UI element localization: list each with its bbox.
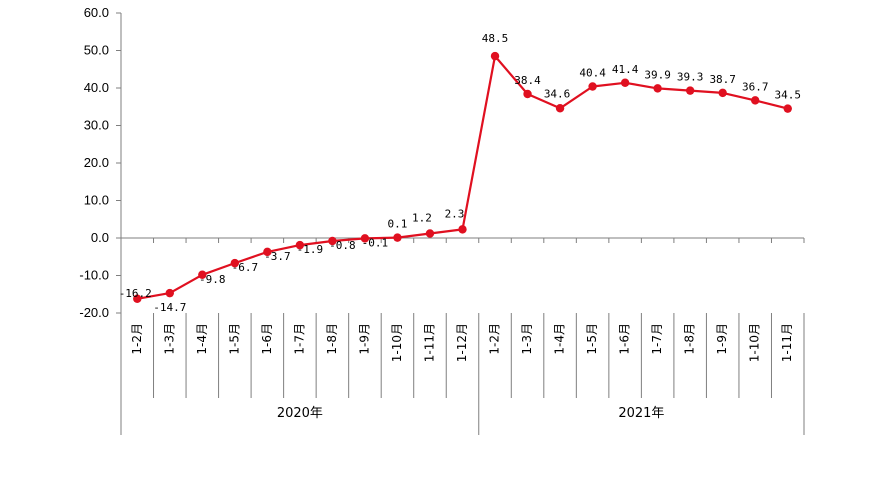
data-point	[458, 225, 467, 234]
x-category-label: 1-5月	[585, 323, 599, 355]
x-category-label: 1-10月	[748, 323, 762, 362]
x-category-label: 1-9月	[357, 323, 371, 355]
y-tick-label: 10.0	[84, 193, 109, 208]
x-category-label: 1-5月	[227, 323, 241, 355]
data-point	[165, 288, 174, 298]
data-label: -0.1	[362, 236, 389, 249]
data-point	[133, 294, 142, 303]
data-point	[360, 234, 370, 243]
data-label: 2.3	[445, 207, 465, 220]
data-label: 34.5	[774, 89, 801, 102]
x-category-labels: 1-2月 1-3月 1-4月 1-5月 1-6月 1-7月 1-8月 1-9月 1-10月 1-1…	[130, 323, 794, 362]
x-category-label: 1-8月	[683, 323, 697, 355]
x-group-label: 2020年	[277, 406, 323, 421]
data-label: 48.5	[482, 32, 509, 45]
x-category-label: 1-3月	[162, 323, 176, 355]
y-tick-label: 0.0	[91, 230, 109, 245]
data-series	[133, 51, 792, 303]
data-label: 40.4	[579, 67, 606, 80]
y-tick-label: -10.0	[79, 268, 109, 283]
data-labels: -16.2-14.7 -9.8 -6.7 -3.7 -1.9 -0.8 -0.1 0.1 1.2…	[119, 32, 801, 314]
data-label: -1.9	[297, 243, 324, 256]
x-category-label: 1-4月	[553, 323, 567, 355]
data-point	[230, 258, 240, 268]
data-point	[263, 247, 272, 257]
data-point	[718, 88, 727, 98]
data-label: 34.6	[544, 87, 571, 100]
x-category-label: 1-2月	[488, 323, 502, 355]
data-label: 38.7	[709, 73, 736, 86]
data-point	[328, 236, 337, 246]
data-point	[523, 89, 532, 99]
x-category-label: 1-11月	[422, 323, 436, 362]
x-group-labels: 2020年 2021年	[277, 406, 665, 421]
data-label: 41.4	[612, 63, 639, 76]
x-category-label: 1-12月	[455, 323, 469, 362]
x-category-label: 1-7月	[650, 323, 664, 355]
data-point	[588, 82, 597, 91]
y-tick-label: 60.0	[84, 5, 109, 20]
x-category-label: 1-7月	[292, 323, 306, 355]
y-tick-label: 30.0	[84, 118, 109, 133]
data-label: 38.4	[514, 74, 541, 87]
x-group-label: 2021年	[618, 406, 664, 421]
data-point	[751, 96, 760, 105]
data-label: 1.2	[412, 212, 432, 225]
x-category-label: 1-10月	[390, 323, 404, 362]
data-label: -0.8	[329, 239, 356, 252]
data-label: 39.9	[644, 68, 671, 81]
data-label: -14.7	[153, 301, 186, 314]
x-category-label: 1-4月	[195, 323, 209, 355]
data-point	[620, 78, 630, 87]
data-point	[783, 104, 792, 113]
data-label: 0.1	[388, 218, 408, 231]
data-label: -6.7	[232, 261, 259, 274]
data-point	[555, 104, 565, 113]
y-tick-label: 50.0	[84, 43, 109, 58]
x-category-label: 1-2月	[130, 323, 144, 355]
data-point	[198, 270, 207, 279]
data-point	[295, 240, 305, 250]
y-tick-label: 20.0	[84, 155, 109, 170]
data-label: 39.3	[677, 71, 704, 84]
data-label: -16.2	[119, 287, 152, 300]
data-point	[685, 86, 695, 95]
y-tick-label: -20.0	[79, 305, 109, 320]
x-category-label: 1-6月	[260, 323, 274, 355]
x-category-label: 1-8月	[325, 323, 339, 355]
data-label: -3.7	[264, 250, 291, 263]
x-category-label: 1-6月	[618, 323, 632, 355]
data-point	[653, 84, 662, 93]
chart-axes: 60.0 50.0 40.0 30.0 20.0 10.0 0.0 -10.0 -20.0	[79, 5, 805, 435]
data-point	[393, 233, 402, 242]
data-point	[490, 51, 500, 61]
x-category-label: 1-9月	[715, 323, 729, 355]
y-tick-label: 40.0	[84, 80, 109, 95]
data-label: -9.8	[199, 273, 226, 286]
x-category-label: 1-3月	[520, 323, 534, 355]
x-category-label: 1-11月	[780, 323, 794, 362]
data-label: 36.7	[742, 80, 769, 93]
data-point	[425, 229, 435, 238]
